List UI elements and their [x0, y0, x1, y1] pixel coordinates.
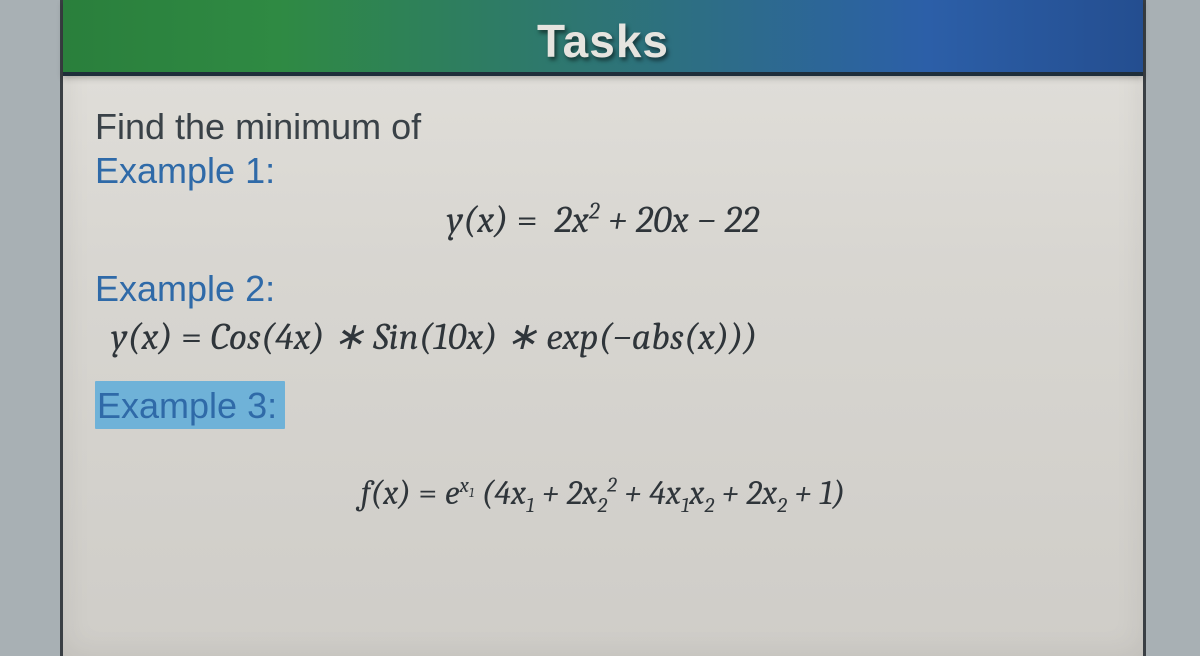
example-2-label: Example 2:: [95, 268, 1111, 310]
example-3-label-wrapper: Example 3:: [95, 381, 1111, 429]
slide-frame: Tasks Find the minimum of Example 1: y(x…: [60, 0, 1146, 656]
example-3-label: Example 3:: [95, 381, 285, 429]
title-bar: Tasks: [63, 0, 1143, 76]
slide-body: Find the minimum of Example 1: y(x) = 2x…: [63, 76, 1143, 513]
slide-title: Tasks: [63, 14, 1143, 68]
example-1-formula: y(x) = 2x2 + 20x − 22: [95, 198, 1111, 242]
task-prompt: Find the minimum of: [95, 106, 1111, 148]
example-1-label: Example 1:: [95, 150, 1111, 192]
example-3-formula: f(x) = ex1 (4x1 + 2x22 + 4x1x2 + 2x2 + 1…: [95, 473, 1111, 513]
example-2-formula: y(x) = Cos(4x) ∗ Sin(10x) ∗ exp(−abs(x))…: [111, 314, 1111, 359]
